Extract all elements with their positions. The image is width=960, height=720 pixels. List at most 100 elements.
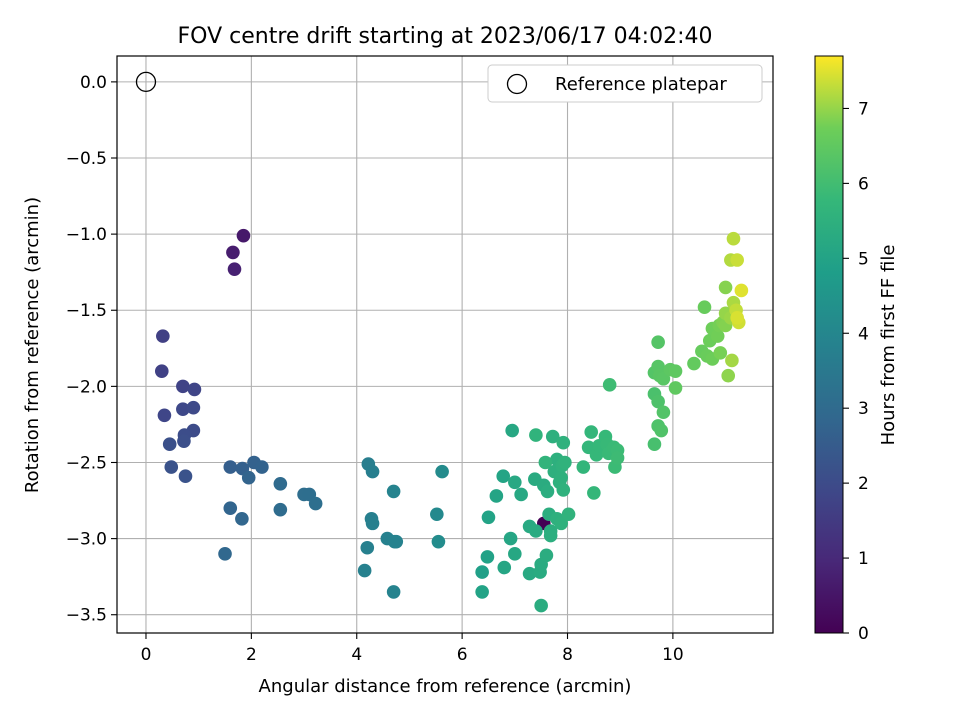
data-point xyxy=(227,262,242,276)
data-point xyxy=(730,253,744,267)
data-point xyxy=(508,475,522,490)
data-point xyxy=(218,547,232,561)
data-point xyxy=(496,469,511,483)
legend: Reference platepar xyxy=(487,64,763,103)
data-point xyxy=(584,425,599,439)
data-point xyxy=(255,460,269,474)
plot-frame xyxy=(116,55,774,634)
data-point xyxy=(176,402,190,417)
data-point xyxy=(236,228,251,243)
colorbar-tick-label: 3 xyxy=(858,399,869,419)
x-tick-label: 2 xyxy=(246,645,257,665)
colorbar-gradient xyxy=(815,56,843,633)
colorbar-tick-label: 0 xyxy=(858,624,869,644)
data-point xyxy=(529,524,543,538)
data-point xyxy=(386,484,401,499)
y-tick-label: −0.5 xyxy=(66,149,107,169)
data-point xyxy=(687,356,701,371)
data-point xyxy=(539,548,554,563)
data-point xyxy=(164,460,179,474)
data-point xyxy=(475,585,489,599)
data-point xyxy=(522,566,537,581)
data-point xyxy=(543,528,558,543)
data-point xyxy=(273,477,288,491)
y-tick-label: −2.0 xyxy=(66,377,107,397)
data-point xyxy=(534,598,548,613)
colorbar-tick-label: 4 xyxy=(858,324,869,344)
legend-box xyxy=(487,64,763,103)
y-tick-label: −1.0 xyxy=(66,225,107,245)
y-axis-label: Rotation from reference (arcmin) xyxy=(22,197,43,493)
data-point xyxy=(430,507,444,522)
data-point xyxy=(235,512,249,526)
data-point xyxy=(162,437,177,452)
y-tick-label: −3.5 xyxy=(66,606,107,626)
colorbar-frame xyxy=(814,55,844,634)
data-point xyxy=(226,245,240,260)
data-point xyxy=(556,483,571,497)
x-tick-label: 4 xyxy=(351,645,362,665)
y-tick-label: −1.5 xyxy=(66,301,107,321)
x-tick-label: 6 xyxy=(457,645,468,665)
colorbar-ticks: 0 1 2 3 4 5 6 7 xyxy=(843,99,869,644)
data-point xyxy=(554,516,568,531)
data-point xyxy=(156,329,170,343)
data-point xyxy=(718,280,733,295)
reference-platepar-marker xyxy=(135,71,157,93)
data-point xyxy=(730,311,744,325)
data-point xyxy=(668,381,683,395)
colorbar-tick-label: 1 xyxy=(858,549,869,569)
data-point xyxy=(360,540,375,555)
data-point xyxy=(489,489,504,503)
x-axis-label: Angular distance from reference (arcmin) xyxy=(259,676,632,697)
data-point xyxy=(273,502,288,517)
data-point xyxy=(505,423,519,438)
data-point xyxy=(654,423,669,438)
data-point xyxy=(725,353,739,368)
data-point xyxy=(186,400,201,415)
x-axis: 0 2 4 6 8 10 xyxy=(141,633,684,665)
data-point xyxy=(656,405,671,420)
colorbar-label: Hours from first FF file xyxy=(878,245,899,446)
data-point xyxy=(554,470,568,485)
colorbar-tick-label: 5 xyxy=(858,249,869,269)
data-point xyxy=(431,534,446,549)
reference-point xyxy=(135,71,157,93)
x-tick-label: 8 xyxy=(562,645,573,665)
data-point xyxy=(178,469,193,483)
data-point xyxy=(529,428,543,442)
data-point xyxy=(734,283,749,298)
data-point xyxy=(357,563,372,578)
data-point xyxy=(508,547,522,561)
data-point xyxy=(540,484,555,499)
data-point xyxy=(713,346,728,360)
data-points xyxy=(154,228,749,613)
data-point xyxy=(308,496,323,511)
data-point xyxy=(503,531,518,546)
legend-marker-reference xyxy=(506,73,528,95)
data-point xyxy=(726,231,741,246)
data-point xyxy=(187,382,202,397)
x-tick-label: 10 xyxy=(662,645,684,665)
colorbar-tick-label: 6 xyxy=(858,174,869,194)
data-point xyxy=(587,486,601,500)
data-point xyxy=(365,516,380,531)
data-point xyxy=(721,368,736,383)
data-point xyxy=(435,464,449,479)
data-point xyxy=(157,408,172,423)
data-point xyxy=(223,501,238,515)
data-point xyxy=(481,510,496,525)
colorbar-tick-label: 7 xyxy=(858,99,869,119)
data-point xyxy=(545,429,560,444)
data-point xyxy=(647,437,662,452)
y-tick-label: −3.0 xyxy=(66,530,107,550)
colorbar-tick-label: 2 xyxy=(858,474,869,494)
y-tick-label: 0.0 xyxy=(80,73,107,93)
data-point xyxy=(154,364,169,378)
x-tick-label: 0 xyxy=(141,645,152,665)
data-point xyxy=(223,460,238,474)
colorbar: 0 1 2 3 4 5 6 7 Hours from first FF file xyxy=(814,55,899,644)
y-axis: 0.0 −0.5 −1.0 −1.5 −2.0 −2.5 −3.0 −3.5 xyxy=(66,73,117,626)
data-point xyxy=(480,550,495,564)
